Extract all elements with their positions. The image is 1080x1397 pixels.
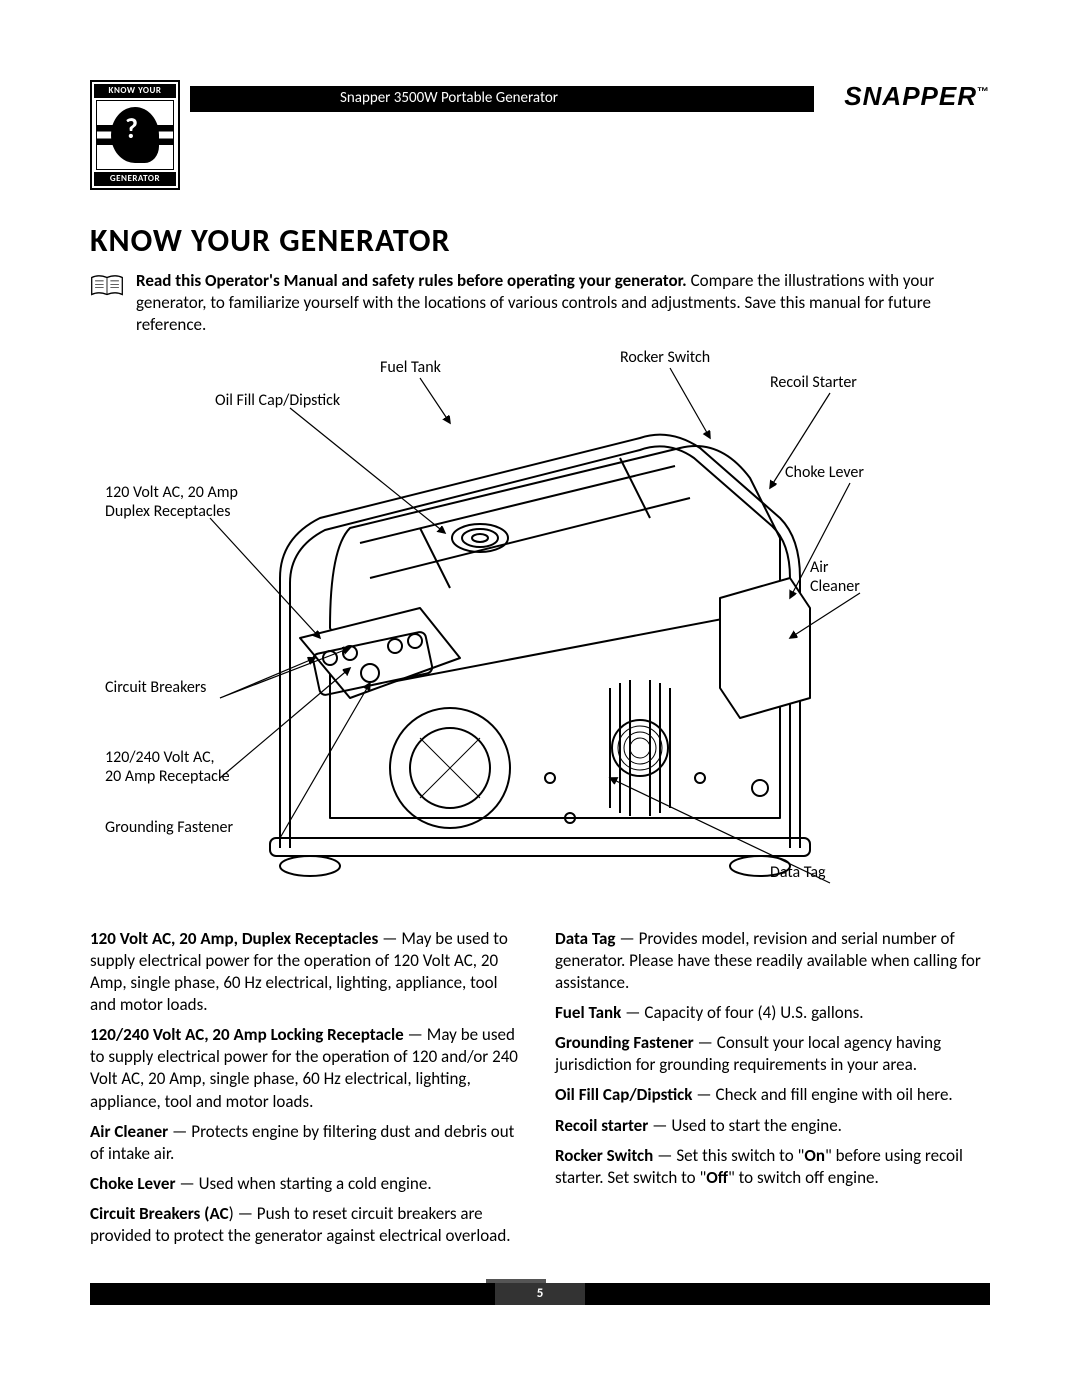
definition: — Capacity of four (4) U.S. gallons. [621, 1002, 863, 1023]
term: 120 Volt AC, 20 Amp, Duplex Receptacles [90, 928, 378, 949]
term: Data Tag [555, 928, 616, 949]
description-item: Oil Fill Cap/Dipstick — Check and fill e… [555, 1084, 990, 1106]
intro-bold: Read this Operator's Manual and safety r… [136, 270, 687, 291]
description-item: Fuel Tank — Capacity of four (4) U.S. ga… [555, 1002, 990, 1024]
term: Circuit Breakers (AC [90, 1203, 229, 1224]
intro-text: Read this Operator's Manual and safety r… [136, 270, 990, 336]
label-recoil-starter: Recoil Starter [770, 373, 857, 392]
label-fuel-tank: Fuel Tank [380, 358, 441, 377]
description-item: 120 Volt AC, 20 Amp, Duplex Receptacles … [90, 928, 525, 1016]
term: Choke Lever [90, 1173, 176, 1194]
label-rocker-switch: Rocker Switch [620, 348, 710, 367]
term: Grounding Fastener [555, 1032, 694, 1053]
definition: — Provides model, revision and serial nu… [555, 928, 981, 993]
right-column: Data Tag — Provides model, revision and … [555, 928, 990, 1255]
label-oil-fill: Oil Fill Cap/Dipstick [215, 391, 340, 410]
label-duplex: 120 Volt AC, 20 Amp Duplex Receptacles [105, 483, 238, 521]
description-item: Data Tag — Provides model, revision and … [555, 928, 990, 994]
term: Air Cleaner [90, 1121, 168, 1142]
definition: — Used when starting a cold engine. [176, 1173, 432, 1194]
term: Recoil starter [555, 1115, 648, 1136]
badge-head-icon [96, 100, 174, 170]
description-item: Choke Lever — Used when starting a cold … [90, 1173, 525, 1195]
know-your-generator-badge: KNOW YOUR GENERATOR [90, 80, 180, 190]
page-title: Know Your Generator [90, 220, 990, 262]
label-circuit-breakers: Circuit Breakers [105, 678, 206, 697]
description-item: 120/240 Volt AC, 20 Amp Locking Receptac… [90, 1024, 525, 1112]
description-item: Recoil starter — Used to start the engin… [555, 1115, 990, 1137]
term: Oil Fill Cap/Dipstick [555, 1084, 692, 1105]
description-item: Grounding Fastener — Consult your local … [555, 1032, 990, 1076]
label-air-cleaner: Air Cleaner [810, 558, 860, 596]
left-column: 120 Volt AC, 20 Amp, Duplex Receptacles … [90, 928, 525, 1255]
manual-book-icon [90, 272, 124, 300]
description-item: Rocker Switch — Set this switch to "On" … [555, 1145, 990, 1189]
badge-top-text: KNOW YOUR [94, 84, 176, 98]
term: Fuel Tank [555, 1002, 621, 1023]
definition: — Used to start the engine. [648, 1115, 842, 1136]
description-columns: 120 Volt AC, 20 Amp, Duplex Receptacles … [90, 928, 990, 1255]
page-number: 5 [537, 1283, 544, 1305]
label-choke-lever: Choke Lever [785, 463, 864, 482]
term: 120/240 Volt AC, 20 Amp Locking Receptac… [90, 1024, 404, 1045]
badge-bottom-text: GENERATOR [94, 172, 176, 186]
description-item: Air Cleaner — Protects engine by filteri… [90, 1121, 525, 1165]
label-data-tag: Data Tag [770, 863, 826, 882]
label-grounding: Grounding Fastener [105, 818, 233, 837]
intro-block: Read this Operator's Manual and safety r… [90, 270, 990, 336]
product-title: Snapper 3500W Portable Generator [340, 89, 558, 109]
product-title-bar: Snapper 3500W Portable Generator [190, 86, 814, 112]
definition: — Check and fill engine with oil here. [692, 1084, 952, 1105]
label-240: 120/240 Volt AC, 20 Amp Receptacle [105, 748, 230, 786]
page-footer: 5 [90, 1283, 990, 1305]
page-header: KNOW YOUR GENERATOR Snapper 3500W Portab… [90, 80, 990, 190]
brand-logo: SNAPPER™ [844, 80, 990, 114]
description-item: Circuit Breakers (AC) — Push to reset ci… [90, 1203, 525, 1247]
generator-diagram: Fuel Tank Rocker Switch Recoil Starter O… [90, 348, 990, 908]
term: Rocker Switch [555, 1145, 653, 1166]
